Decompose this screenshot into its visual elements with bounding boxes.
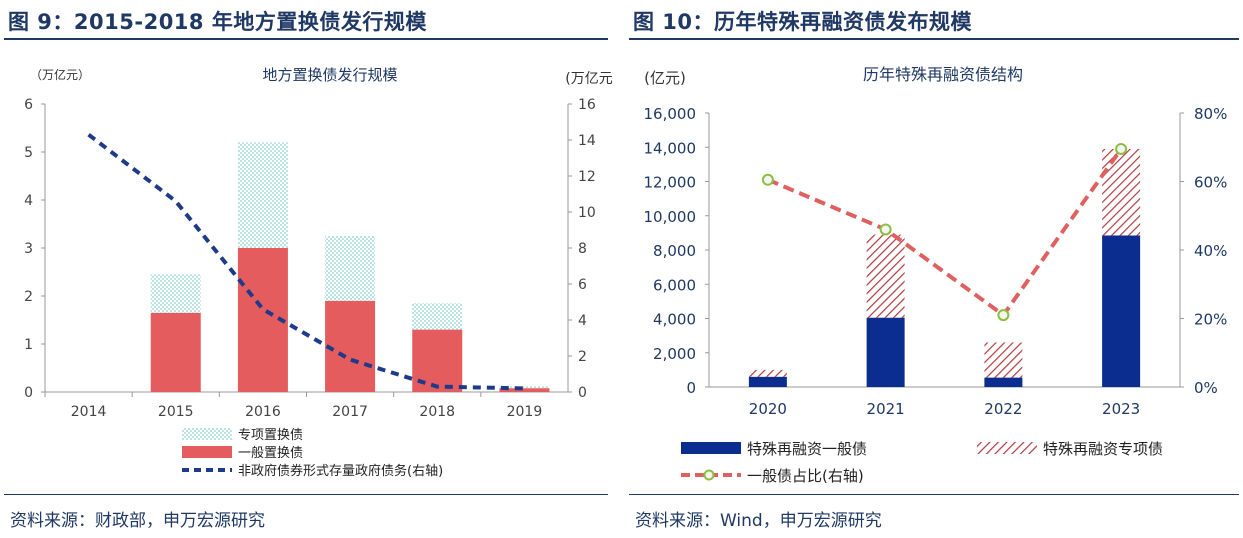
legend-label-special: 专项置换债	[238, 428, 303, 443]
bar-general-2015	[150, 312, 201, 392]
left-ytick-label: 2,000	[653, 345, 696, 363]
x-tick-label: 2023	[1102, 400, 1140, 418]
bar-special-2022	[984, 342, 1023, 378]
left-ytick-label: 16,000	[644, 105, 697, 123]
right-source-rule	[629, 494, 1239, 495]
right-ytick-label: 60%	[1194, 174, 1227, 192]
right-source: 资料来源：Wind，申万宏源研究	[635, 511, 882, 531]
x-tick-label: 2020	[749, 400, 787, 418]
left-source-rule	[4, 494, 608, 495]
left-ytick-label: 14,000	[644, 139, 697, 157]
left-chart-title: 地方置换债发行规模	[262, 66, 397, 84]
x-tick-label: 2017	[332, 404, 368, 420]
legend-ratio-marker	[703, 469, 715, 481]
right-ylabel-left: (亿元)	[644, 69, 686, 87]
left-ytick-label: 0	[24, 385, 33, 401]
x-tick-label: 2022	[984, 400, 1022, 418]
left-ytick-label: 0	[686, 379, 696, 397]
bar-special-2020	[748, 369, 787, 377]
right-ytick-label: 14	[578, 133, 596, 149]
x-tick-label: 2015	[158, 404, 194, 420]
left-ytick-label: 3	[24, 241, 33, 257]
ratio-marker-2020	[761, 173, 774, 186]
left-chart: 地方置换债发行规模 （万亿元） (万亿元 0123456024681012141…	[24, 66, 612, 479]
left-ylabel-left: （万亿元）	[30, 67, 90, 82]
left-ytick-label: 6,000	[653, 276, 696, 294]
ratio-marker-2022	[997, 309, 1010, 322]
line-nongov-debt	[87, 133, 525, 391]
bar-general-2019	[499, 388, 550, 392]
bar-special-2021	[866, 234, 905, 318]
bar-general-2022	[984, 377, 1023, 387]
left-figure-title: 图 9：2015-2018 年地方置换债发行规模	[8, 10, 427, 34]
left-ytick-label: 6	[24, 97, 33, 113]
legend-label-special-debt: 特殊再融资专项债	[1043, 440, 1163, 458]
legend-label-general-debt: 特殊再融资一般债	[747, 440, 867, 458]
right-ytick-label: 4	[578, 313, 587, 329]
right-chart: 历年特殊再融资债结构 (亿元) 0 2,000 4,000 6,000 8,000 10,…	[644, 65, 1228, 485]
right-ytick-label: 40%	[1194, 242, 1227, 260]
x-tick-label: 2016	[245, 404, 281, 420]
right-ytick-label: 0	[578, 385, 587, 401]
bar-special-2018	[412, 303, 463, 330]
legend-swatch-general	[182, 446, 232, 458]
line-general-ratio	[767, 147, 1123, 318]
right-ytick-label: 2	[578, 349, 587, 365]
right-ytick-label: 6	[578, 277, 587, 293]
ratio-marker-2021	[879, 223, 892, 236]
legend-swatch-special	[182, 428, 232, 440]
legend-label-ratio-line: 一般债占比(右轴)	[747, 467, 864, 485]
bar-special-2019	[499, 386, 550, 389]
legend-label-line: 非政府债券形式存量政府债务(右轴)	[238, 463, 443, 479]
right-ytick-label: 16	[578, 97, 596, 113]
right-figure-title: 图 10：历年特殊再融资债发布规模	[633, 10, 973, 34]
legend-label-general: 一般置换债	[238, 445, 303, 461]
x-tick-label: 2018	[419, 404, 455, 420]
bar-special-2016	[237, 142, 288, 248]
left-ytick-label: 1	[24, 337, 33, 353]
bar-general-2023	[1102, 235, 1141, 387]
right-ytick-label: 8	[578, 241, 587, 257]
bar-special-2015	[150, 274, 201, 313]
left-figure-panel: 图 9：2015-2018 年地方置换债发行规模 地方置换债发行规模 （万亿元）…	[0, 0, 612, 538]
right-ytick-label: 10	[578, 205, 596, 221]
x-tick-label: 2021	[867, 400, 905, 418]
left-ytick-label: 4	[24, 193, 33, 209]
bar-general-2017	[325, 300, 376, 392]
left-title-rule	[4, 38, 608, 40]
bar-special-2023	[1102, 148, 1141, 236]
bar-special-2017	[325, 236, 376, 301]
right-ytick-label: 12	[578, 169, 596, 185]
right-title-rule	[629, 38, 1239, 40]
bar-general-2021	[866, 317, 905, 387]
right-ytick-label: 0%	[1194, 379, 1218, 397]
left-ytick-label: 12,000	[644, 174, 697, 192]
ratio-marker-2023	[1115, 142, 1128, 155]
x-tick-label: 2014	[71, 404, 107, 420]
left-source: 资料来源：财政部，申万宏源研究	[10, 511, 265, 531]
bar-general-2020	[748, 376, 787, 387]
left-ytick-label: 8,000	[653, 242, 696, 260]
left-ytick-label: 10,000	[644, 208, 697, 226]
left-ytick-label: 5	[24, 145, 33, 161]
right-ytick-label: 20%	[1194, 311, 1227, 329]
legend-swatch-general-debt	[681, 442, 741, 454]
x-tick-label: 2019	[507, 404, 543, 420]
right-chart-title: 历年特殊再融资债结构	[863, 65, 1023, 84]
right-ytick-label: 80%	[1194, 105, 1227, 123]
left-ytick-label: 2	[24, 289, 33, 305]
right-figure-panel: 图 10：历年特殊再融资债发布规模 历年特殊再融资债结构 (亿元) 0 2,000…	[625, 0, 1243, 538]
legend-swatch-special-debt	[977, 442, 1037, 454]
left-ylabel-right: (万亿元	[565, 71, 612, 87]
left-ytick-label: 4,000	[653, 311, 696, 329]
